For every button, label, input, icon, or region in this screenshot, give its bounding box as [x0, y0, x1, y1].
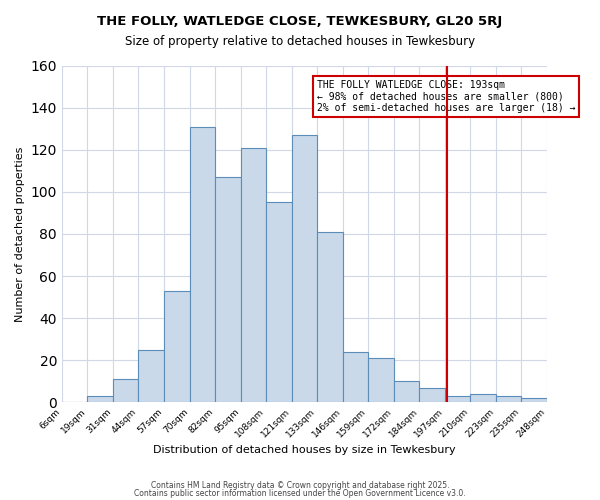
Bar — [88, 396, 113, 402]
Bar — [394, 382, 419, 402]
Y-axis label: Number of detached properties: Number of detached properties — [15, 146, 25, 322]
Text: Contains HM Land Registry data © Crown copyright and database right 2025.: Contains HM Land Registry data © Crown c… — [151, 481, 449, 490]
Bar — [266, 202, 292, 402]
Bar — [241, 148, 266, 402]
Text: THE FOLLY, WATLEDGE CLOSE, TEWKESBURY, GL20 5RJ: THE FOLLY, WATLEDGE CLOSE, TEWKESBURY, G… — [97, 15, 503, 28]
Bar — [292, 135, 317, 402]
Bar — [343, 352, 368, 403]
Bar — [139, 350, 164, 403]
Bar — [190, 126, 215, 402]
Bar — [164, 291, 190, 403]
Bar — [470, 394, 496, 402]
X-axis label: Distribution of detached houses by size in Tewkesbury: Distribution of detached houses by size … — [153, 445, 455, 455]
Bar — [521, 398, 547, 402]
Bar — [113, 380, 139, 402]
Text: Contains public sector information licensed under the Open Government Licence v3: Contains public sector information licen… — [134, 488, 466, 498]
Text: THE FOLLY WATLEDGE CLOSE: 193sqm
← 98% of detached houses are smaller (800)
2% o: THE FOLLY WATLEDGE CLOSE: 193sqm ← 98% o… — [317, 80, 575, 114]
Bar — [317, 232, 343, 402]
Text: Size of property relative to detached houses in Tewkesbury: Size of property relative to detached ho… — [125, 35, 475, 48]
Bar — [496, 396, 521, 402]
Bar — [215, 177, 241, 402]
Bar — [445, 396, 470, 402]
Bar — [368, 358, 394, 403]
Bar — [419, 388, 445, 402]
